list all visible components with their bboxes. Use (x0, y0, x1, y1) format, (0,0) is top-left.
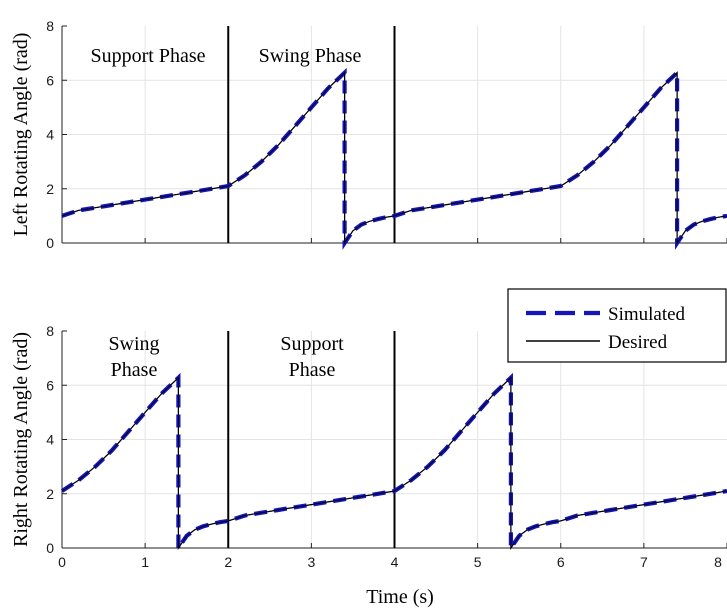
legend-label-simulated: Simulated (608, 304, 686, 325)
x-tick-label: 5 (474, 554, 482, 570)
panel-bottom: 0 2 4 6 8 0 1 2 3 4 5 6 7 8 Swing Phase Support Phase Righ… (10, 288, 727, 608)
legend-box (507, 288, 727, 363)
phase-label: Support (280, 333, 344, 355)
series-desired-line-overlay (61, 71, 727, 245)
legend-label-desired: Desired (608, 332, 668, 353)
y-axis-label: Left Rotating Angle (rad) (10, 33, 32, 237)
legend: Simulated Desired (507, 288, 727, 363)
y-tick-label: 8 (46, 323, 54, 339)
x-tick-label: 3 (307, 554, 315, 570)
phase-label: Support Phase (91, 45, 206, 67)
y-tick-label: 0 (46, 540, 54, 556)
phase-label: Phase (289, 359, 336, 381)
y-tick-label: 6 (46, 377, 54, 393)
y-tick-label: 2 (46, 486, 54, 502)
x-tick-label: 7 (640, 554, 648, 570)
x-tick-label: 2 (224, 554, 232, 570)
x-tick-label: 0 (58, 554, 66, 570)
series-desired-line-overlay (61, 376, 727, 550)
y-tick-label: 6 (46, 72, 54, 88)
y-axis-label: Right Rotating Angle (rad) (10, 332, 32, 547)
phase-label: Swing (108, 333, 159, 355)
y-tick-label: 2 (46, 181, 54, 197)
panel-top: 0 2 4 6 8 Support Phase Swing Phase Left Rotati… (10, 18, 727, 251)
x-tick-label: 1 (141, 554, 149, 570)
x-tick-label: 6 (557, 554, 565, 570)
phase-label: Phase (111, 359, 158, 381)
y-tick-label: 0 (46, 235, 54, 251)
x-tick-label: 4 (391, 554, 399, 570)
x-tick-label: 8 (714, 554, 722, 570)
y-tick-label: 4 (46, 432, 54, 448)
phase-label: Swing Phase (259, 45, 362, 67)
y-tick-label: 4 (46, 127, 54, 143)
y-tick-label: 8 (46, 18, 54, 34)
x-axis-label: Time (s) (366, 586, 434, 608)
